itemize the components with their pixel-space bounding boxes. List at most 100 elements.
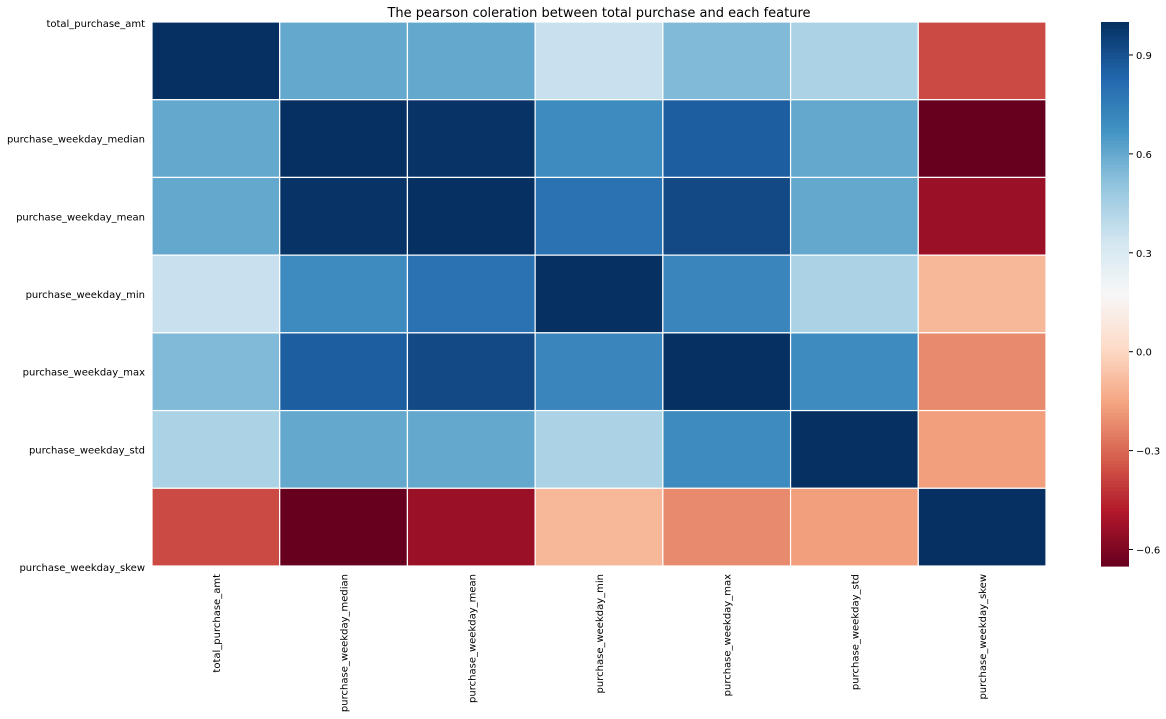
colorbar-segment — [1101, 450, 1129, 455]
colorbar-segment — [1101, 205, 1129, 210]
colorbar-segment — [1101, 195, 1129, 200]
colorbar-segment — [1101, 134, 1129, 139]
colorbar-segment — [1101, 559, 1129, 564]
colorbar-segment — [1101, 300, 1129, 305]
heatmap-cell — [151, 409, 281, 489]
heatmap-cell — [662, 254, 792, 334]
colorbar-segment — [1101, 481, 1129, 485]
colorbar-segment — [1101, 453, 1129, 458]
heatmap-cell — [279, 21, 409, 101]
colorbar-segment — [1101, 399, 1129, 404]
colorbar-segment — [1101, 79, 1129, 84]
colorbar-segment — [1101, 141, 1129, 145]
colorbar-segment — [1101, 83, 1129, 88]
colorbar-segment — [1101, 498, 1129, 502]
colorbar-segment — [1101, 311, 1129, 315]
colorbar-segment — [1101, 474, 1129, 479]
colorbar-segment — [1101, 440, 1129, 445]
heatmap-cell — [789, 99, 919, 179]
colorbar-segment — [1101, 130, 1129, 135]
heatmap-cell — [279, 254, 409, 334]
colorbar-segment — [1101, 396, 1129, 400]
colorbar-segment — [1101, 280, 1129, 285]
colorbar-segment — [1101, 66, 1129, 71]
heatmap-cell — [534, 332, 664, 412]
colorbar-segment — [1101, 338, 1129, 343]
colorbar-segment — [1101, 423, 1129, 428]
colorbar-segment — [1101, 283, 1129, 288]
colorbar-segment — [1101, 49, 1129, 54]
heatmap-cell — [534, 176, 664, 256]
colorbar-segment — [1101, 151, 1129, 156]
colorbar-segment — [1101, 552, 1129, 557]
heatmap-cell — [917, 21, 1047, 101]
colorbar-segment — [1101, 511, 1129, 516]
colorbar-segment — [1101, 137, 1129, 142]
heatmap-cell — [662, 487, 792, 567]
column-label: purchase_weekday_mean — [467, 574, 478, 703]
colorbar-segment — [1101, 110, 1129, 115]
colorbar-segment — [1101, 113, 1129, 118]
colorbar-tick-label: −0.3 — [1136, 447, 1160, 458]
heatmap-cell — [279, 332, 409, 412]
colorbar-segment — [1101, 532, 1129, 536]
colorbar-segment — [1101, 69, 1129, 74]
colorbar-segment — [1101, 304, 1129, 309]
heatmap-cell — [789, 487, 919, 567]
heatmap-cell — [534, 487, 664, 567]
colorbar-segment — [1101, 508, 1129, 513]
colorbar-segment — [1101, 355, 1129, 360]
colorbar-segment — [1101, 188, 1129, 193]
heatmap-cell — [151, 176, 281, 256]
colorbar-segment — [1101, 382, 1129, 387]
heatmap-cell — [534, 99, 664, 179]
column-labels: total_purchase_amt purchase_weekday_media… — [212, 574, 989, 712]
colorbar-segment — [1101, 290, 1129, 295]
colorbar-segment — [1101, 226, 1129, 230]
column-label: purchase_weekday_std — [850, 574, 861, 690]
colorbar-segment — [1101, 243, 1129, 247]
colorbar-segment — [1101, 324, 1129, 329]
heatmap-cell — [917, 332, 1047, 412]
heatmap-cell — [917, 99, 1047, 179]
colorbar-segment — [1101, 542, 1129, 547]
colorbar-segment — [1101, 409, 1129, 414]
heatmap-cell — [917, 409, 1047, 489]
colorbar-segment — [1101, 413, 1129, 417]
colorbar-segment — [1101, 494, 1129, 499]
heatmap-cell — [279, 99, 409, 179]
colorbar-segment — [1101, 528, 1129, 533]
colorbar-segment — [1101, 358, 1129, 363]
colorbar-segment — [1101, 317, 1129, 322]
heatmap-cell — [662, 99, 792, 179]
heatmap-cell — [789, 409, 919, 489]
colorbar-segment — [1101, 32, 1129, 37]
heatmap-cells — [151, 21, 1047, 567]
colorbar-segment — [1101, 375, 1129, 380]
column-label: total_purchase_amt — [212, 574, 223, 673]
colorbar-segment — [1101, 52, 1129, 57]
heatmap-cell — [151, 99, 281, 179]
colorbar-segment — [1101, 372, 1129, 377]
colorbar-segment — [1101, 348, 1129, 353]
colorbar-segment — [1101, 90, 1129, 94]
colorbar-segment — [1101, 266, 1129, 271]
colorbar-segment — [1101, 345, 1129, 349]
colorbar-segment — [1101, 535, 1129, 540]
heatmap-cell — [151, 487, 281, 567]
colorbar-segment — [1101, 447, 1129, 451]
colorbar-segment — [1101, 365, 1129, 370]
colorbar-segment — [1101, 443, 1129, 448]
colorbar-segment — [1101, 22, 1129, 26]
colorbar-segment — [1101, 76, 1129, 81]
colorbar-segment — [1101, 35, 1129, 40]
colorbar-segment — [1101, 457, 1129, 462]
colorbar-segment — [1101, 433, 1129, 438]
heatmap-cell — [534, 21, 664, 101]
colorbar-segment — [1101, 56, 1129, 60]
colorbar-segment — [1101, 362, 1129, 366]
colorbar-segment — [1101, 185, 1129, 190]
colorbar-segment — [1101, 28, 1129, 33]
colorbar-segment — [1101, 270, 1129, 275]
colorbar-segment — [1101, 164, 1129, 169]
